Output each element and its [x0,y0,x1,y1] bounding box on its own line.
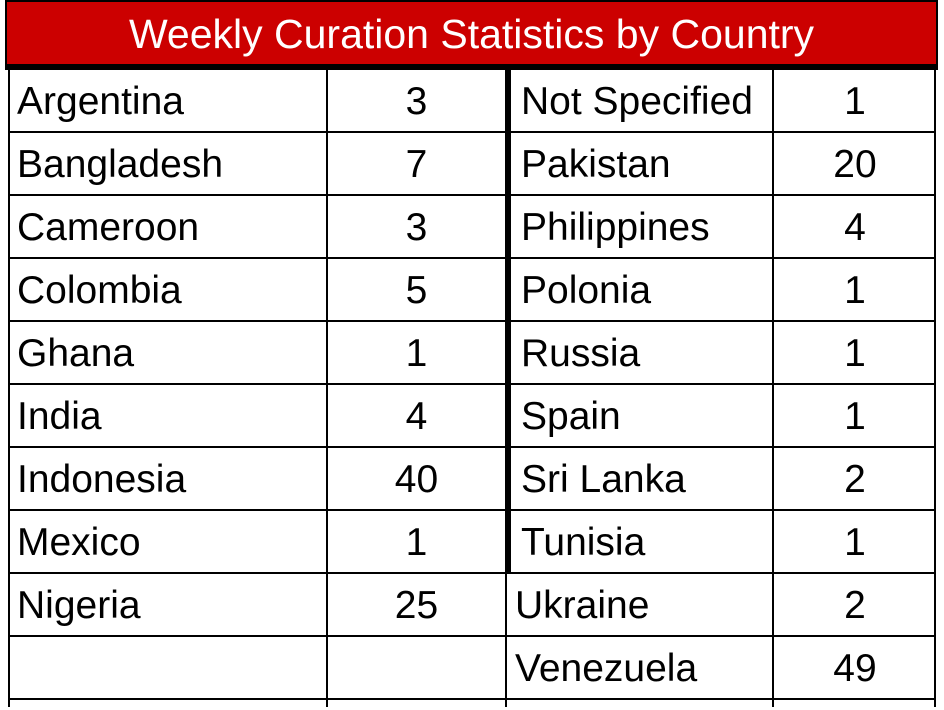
row-divider [8,635,936,637]
left-count-cell: 3 [328,196,505,259]
right-country-cell: Philippines [512,196,774,259]
column-divider [934,574,936,707]
left-country-cell: Bangladesh [8,133,328,196]
column-divider [8,70,10,707]
row-divider [8,446,936,448]
header-divider [5,66,938,70]
left-country-cell: Nigeria [8,574,328,637]
left-count-cell: 25 [328,574,505,637]
right-count-cell: 2 [774,574,936,637]
right-country-cell: Polonia [512,259,774,322]
right-count-cell: 1 [774,511,936,574]
right-country-cell: Venezuela [506,637,774,700]
row-divider [8,257,936,259]
right-country-cell: Pakistan [512,133,774,196]
left-country-cell: Colombia [8,259,328,322]
left-count-cell: 1 [328,322,505,385]
left-count-cell: 1 [328,511,505,574]
right-country-cell: Ukraine [506,574,774,637]
left-country-cell [8,637,328,700]
row-divider [8,320,936,322]
right-country-cell: Sri Lanka [512,448,774,511]
right-count-cell: 1 [774,70,936,133]
row-divider [8,572,936,574]
left-count-cell: 3 [328,70,505,133]
column-divider [772,70,774,707]
row-divider [8,698,936,700]
right-count-cell: 20 [774,133,936,196]
right-country-cell: Spain [512,385,774,448]
right-count-cell: 2 [774,448,936,511]
left-count-cell: 4 [328,385,505,448]
row-divider [8,194,936,196]
row-divider [8,383,936,385]
column-divider [934,70,936,574]
column-divider [326,70,328,707]
page-title: Weekly Curation Statistics by Country [5,0,938,66]
column-divider [505,574,507,707]
left-count-cell: 40 [328,448,505,511]
left-country-cell: Ghana [8,322,328,385]
right-count-cell: 1 [774,322,936,385]
right-count-cell: 4 [774,196,936,259]
left-count-cell: 5 [328,259,505,322]
row-divider [8,131,936,133]
right-count-cell: 49 [774,637,936,700]
left-count-cell: 7 [328,133,505,196]
left-country-cell: Cameroon [8,196,328,259]
country-statistics-table: Argentina 3 Bangladesh 7 Cameroon 3 Colo… [8,70,936,710]
left-country-cell: India [8,385,328,448]
right-country-cell: Not Specified [512,70,774,133]
right-country-cell: Tunisia [512,511,774,574]
right-count-cell: 1 [774,259,936,322]
left-country-cell: Argentina [8,70,328,133]
table-separator [505,70,511,574]
left-country-cell: Mexico [8,511,328,574]
right-count-cell: 1 [774,385,936,448]
left-country-cell: Indonesia [8,448,328,511]
right-country-cell: Russia [512,322,774,385]
row-divider [8,509,936,511]
left-count-cell [328,637,505,700]
